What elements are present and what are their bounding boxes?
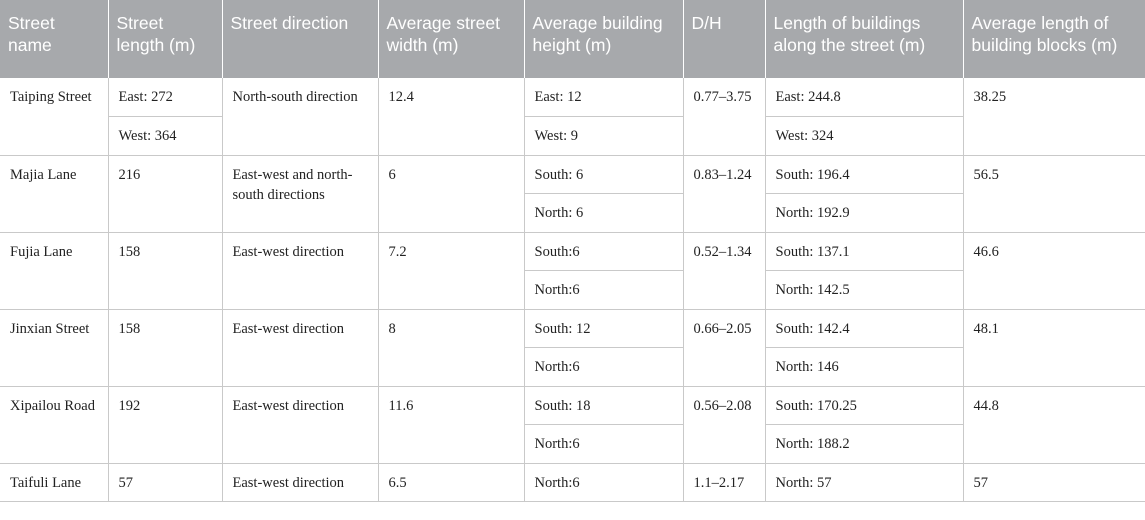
cell-street-name: Fujia Lane (0, 231, 109, 310)
cell-street-name: Taifuli Lane (0, 462, 109, 502)
cell-building-length: North: 192.9 (764, 193, 963, 233)
cell-building-height: South: 18 (523, 385, 684, 425)
header-street-name: Street name (0, 0, 108, 78)
cell-street-name: Jinxian Street (0, 308, 109, 387)
table-row: West: 364 West: 9 West: 324 (0, 116, 1145, 156)
cell-building-length: South: 142.4 (764, 308, 964, 348)
cell-building-height: West: 9 (523, 116, 684, 156)
header-average-building-height: Average building height (m) (523, 0, 683, 78)
cell-street-direction: East-west and north-south directions (221, 154, 379, 233)
header-block-length: Average length of building blocks (m) (962, 0, 1145, 78)
cell-street-width: 8 (377, 308, 525, 387)
header-row: Street name Street length (m) Street dir… (0, 0, 1145, 78)
cell-dh: 0.66–2.05 (682, 308, 766, 387)
header-street-direction: Street direction (221, 0, 378, 78)
cell-dh: 0.77–3.75 (682, 78, 766, 156)
table-row: Fujia Lane 158 East-west direction 7.2 S… (0, 231, 1145, 310)
cell-street-length: West: 364 (108, 116, 223, 156)
table-row: North: 6 North: 192.9 (0, 193, 1145, 233)
cell-street-name: Taiping Street (0, 78, 109, 156)
cell-street-width: 12.4 (377, 78, 525, 156)
table-body: Taiping Street East: 272 North-south dir… (0, 78, 1145, 502)
header-street-length: Street length (m) (107, 0, 222, 78)
cell-block-length: 56.5 (962, 154, 1145, 233)
table-row: North:6 North: 142.5 (0, 270, 1145, 310)
cell-building-length: East: 244.8 (764, 78, 964, 117)
table-row: Taiping Street East: 272 North-south dir… (0, 78, 1145, 156)
header-average-street-width: Average street width (m) (377, 0, 524, 78)
cell-street-direction: North-south direction (221, 78, 379, 156)
cell-building-height: South: 12 (523, 308, 684, 348)
cell-building-length: North: 146 (764, 347, 963, 387)
cell-building-height: South:6 (523, 231, 684, 271)
cell-street-name: Majia Lane (0, 154, 109, 233)
cell-block-length: 57 (962, 462, 1145, 502)
cell-building-height: North:6 (524, 424, 684, 464)
cell-street-length: 158 (107, 231, 223, 310)
cell-block-length: 48.1 (962, 308, 1145, 387)
cell-street-length: 216 (107, 154, 223, 233)
cell-building-height: North:6 (524, 270, 684, 310)
cell-building-length: North: 57 (764, 462, 964, 502)
table-row: North:6 North: 188.2 (0, 424, 1145, 464)
table-row: Majia Lane 216 East-west and north-south… (0, 154, 1145, 233)
cell-street-name: Xipailou Road (0, 385, 109, 464)
header-dh: D/H (682, 0, 765, 78)
cell-street-width: 7.2 (377, 231, 525, 310)
header-building-length: Length of buildings along the street (m) (764, 0, 963, 78)
street-data-table: Street name Street length (m) Street dir… (0, 0, 1145, 502)
cell-building-length: North: 142.5 (764, 270, 963, 310)
cell-block-length: 38.25 (962, 78, 1145, 156)
cell-street-length: East: 272 (107, 78, 223, 117)
table-row: Taifuli Lane 57 East-west direction 6.5 … (0, 462, 1145, 502)
cell-building-length: South: 170.25 (764, 385, 964, 425)
cell-street-width: 11.6 (377, 385, 525, 464)
table-row: Jinxian Street 158 East-west direction 8… (0, 308, 1145, 387)
cell-dh: 0.83–1.24 (682, 154, 766, 233)
cell-building-length: North: 188.2 (764, 424, 963, 464)
cell-street-direction: East-west direction (221, 231, 379, 310)
cell-street-direction: East-west direction (221, 308, 379, 387)
cell-street-direction: East-west direction (221, 385, 379, 464)
cell-street-direction: East-west direction (221, 462, 379, 502)
cell-building-height: South: 6 (523, 154, 684, 194)
cell-street-width: 6.5 (377, 462, 525, 502)
cell-building-height: North: 6 (524, 193, 684, 233)
cell-street-length: 57 (107, 462, 223, 502)
cell-building-length: West: 324 (764, 116, 963, 156)
cell-street-length: 192 (107, 385, 223, 464)
cell-block-length: 46.6 (962, 231, 1145, 310)
cell-building-height: East: 12 (523, 78, 684, 117)
cell-block-length: 44.8 (962, 385, 1145, 464)
cell-street-length: 158 (107, 308, 223, 387)
table-row: Xipailou Road 192 East-west direction 11… (0, 385, 1145, 464)
cell-building-height: North:6 (524, 347, 684, 387)
cell-building-length: South: 196.4 (764, 154, 964, 194)
cell-building-length: South: 137.1 (764, 231, 964, 271)
cell-dh: 0.56–2.08 (682, 385, 766, 464)
cell-building-height: North:6 (523, 462, 684, 502)
cell-dh: 0.52–1.34 (682, 231, 766, 310)
cell-street-width: 6 (377, 154, 525, 233)
cell-dh: 1.1–2.17 (682, 462, 766, 502)
table-header: Street name Street length (m) Street dir… (0, 0, 1145, 78)
